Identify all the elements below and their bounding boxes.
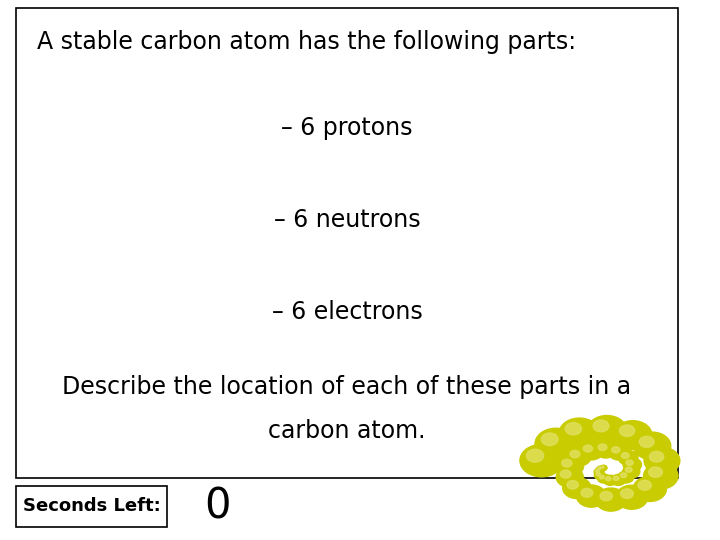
Circle shape (595, 488, 626, 511)
Circle shape (618, 450, 638, 465)
Text: Seconds Left:: Seconds Left: (22, 497, 161, 515)
Circle shape (520, 444, 563, 477)
Circle shape (557, 467, 583, 487)
Circle shape (565, 423, 582, 435)
Circle shape (600, 491, 613, 501)
Circle shape (580, 442, 603, 460)
Circle shape (626, 460, 634, 465)
Circle shape (611, 475, 626, 485)
Circle shape (567, 481, 578, 489)
Circle shape (559, 418, 600, 449)
Circle shape (596, 472, 600, 476)
Circle shape (567, 448, 591, 466)
Circle shape (619, 425, 635, 436)
Circle shape (644, 447, 680, 474)
Circle shape (608, 444, 629, 460)
Circle shape (649, 451, 664, 462)
Circle shape (598, 467, 601, 470)
Circle shape (541, 433, 558, 446)
Circle shape (606, 477, 611, 481)
Text: A stable carbon atom has the following parts:: A stable carbon atom has the following p… (37, 30, 577, 53)
Circle shape (535, 428, 577, 460)
Circle shape (526, 449, 544, 462)
Circle shape (562, 459, 572, 467)
Circle shape (594, 468, 604, 476)
Circle shape (611, 447, 620, 453)
Circle shape (613, 421, 652, 449)
Text: – 6 protons: – 6 protons (282, 116, 413, 140)
Circle shape (560, 470, 571, 478)
Circle shape (595, 441, 617, 458)
Circle shape (633, 476, 667, 502)
Circle shape (581, 488, 593, 497)
Circle shape (623, 458, 642, 471)
Circle shape (634, 432, 671, 460)
Text: carbon atom.: carbon atom. (269, 418, 426, 442)
Text: Describe the location of each of these parts in a: Describe the location of each of these p… (63, 375, 631, 399)
Text: – 6 neutrons: – 6 neutrons (274, 208, 420, 232)
Circle shape (603, 475, 617, 485)
Circle shape (598, 474, 610, 483)
Circle shape (649, 467, 662, 477)
Circle shape (625, 467, 632, 472)
Circle shape (639, 436, 654, 447)
Circle shape (600, 465, 607, 470)
Text: – 6 electrons: – 6 electrons (271, 300, 423, 323)
FancyBboxPatch shape (16, 486, 167, 526)
Circle shape (583, 445, 593, 452)
Circle shape (596, 466, 605, 472)
Circle shape (588, 416, 626, 445)
Circle shape (638, 480, 652, 490)
Circle shape (621, 453, 629, 458)
Circle shape (563, 477, 591, 498)
Circle shape (621, 473, 627, 477)
Circle shape (644, 463, 678, 489)
Circle shape (570, 450, 580, 458)
Circle shape (618, 471, 634, 483)
FancyBboxPatch shape (16, 8, 678, 478)
Circle shape (621, 489, 634, 498)
Circle shape (598, 444, 607, 450)
Circle shape (601, 466, 604, 468)
Circle shape (593, 420, 609, 432)
Circle shape (616, 485, 648, 509)
Circle shape (594, 471, 606, 480)
Circle shape (623, 465, 640, 478)
Circle shape (595, 469, 600, 472)
Circle shape (613, 476, 619, 481)
Circle shape (558, 456, 584, 476)
Circle shape (600, 475, 604, 479)
Circle shape (577, 485, 606, 507)
Text: 0: 0 (204, 485, 230, 527)
